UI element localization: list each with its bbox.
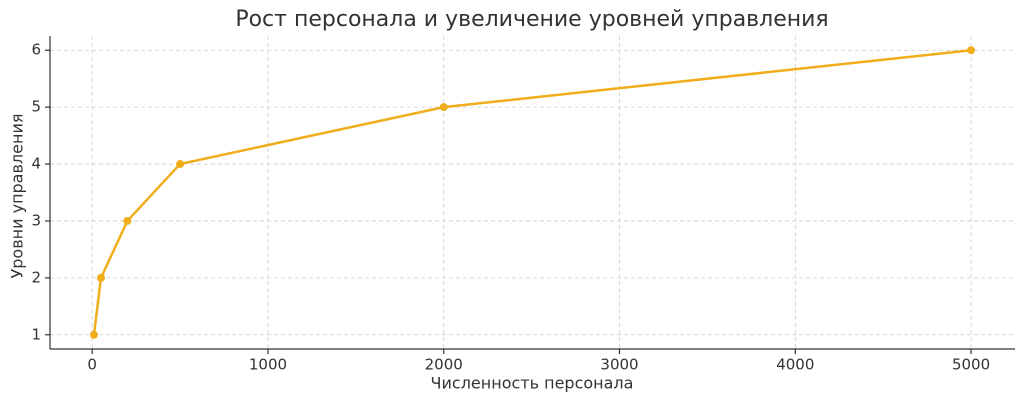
x-tick-label: 5000	[952, 356, 990, 374]
point	[89, 330, 98, 339]
point	[96, 273, 105, 282]
y-axis-label: Уровни управления	[8, 114, 27, 279]
x-tick-label: 1000	[249, 356, 287, 374]
point	[176, 160, 185, 169]
y-tick-label: 4	[31, 155, 41, 173]
x-tick-label: 3000	[600, 356, 638, 374]
y-tick-label: 3	[31, 211, 41, 229]
point	[123, 216, 132, 225]
y-tick-label: 1	[31, 325, 41, 343]
y-tick-label: 2	[31, 268, 41, 286]
y-tick-label: 6	[31, 41, 41, 59]
x-tick-label: 4000	[776, 356, 814, 374]
x-axis-label: Численность персонала	[431, 374, 634, 393]
line	[92, 48, 972, 335]
point	[967, 46, 976, 55]
x-tick-label: 0	[87, 356, 97, 374]
point	[439, 103, 448, 112]
chart-title: Рост персонала и увеличение уровней упра…	[235, 7, 828, 32]
x-tick-label: 2000	[425, 356, 463, 374]
y-tick-label: 5	[31, 98, 41, 116]
